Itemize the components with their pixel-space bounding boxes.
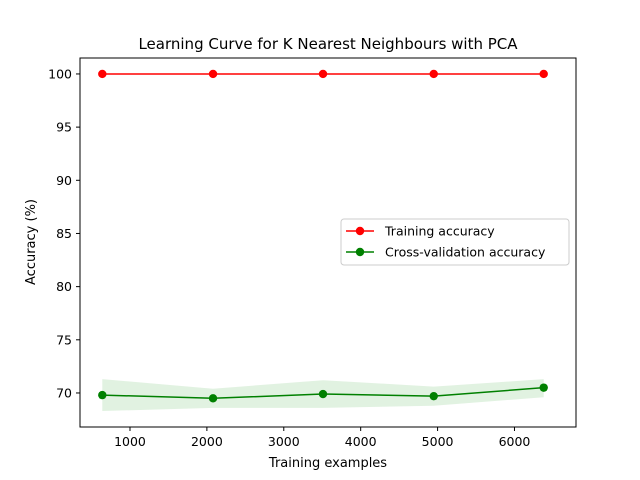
x-tick-label: 2000 bbox=[191, 434, 223, 449]
cross-validation-accuracy-point bbox=[318, 389, 328, 399]
cross-validation-accuracy-point bbox=[98, 390, 107, 400]
y-tick-label: 90 bbox=[56, 173, 72, 188]
legend-cross-validation-accuracy-label: Cross-validation accuracy bbox=[385, 245, 546, 260]
y-axis-label: Accuracy (%) bbox=[24, 199, 39, 285]
legend-training-accuracy-marker bbox=[355, 226, 365, 236]
x-tick-label: 5000 bbox=[422, 434, 454, 449]
cross-validation-accuracy-point bbox=[539, 383, 548, 392]
x-tick-label: 3000 bbox=[268, 434, 300, 449]
training-accuracy-point bbox=[429, 69, 438, 79]
training-accuracy-point bbox=[208, 69, 218, 79]
y-tick-label: 75 bbox=[56, 332, 72, 347]
legend-training-accuracy-label: Training accuracy bbox=[384, 224, 495, 239]
chart-title: Learning Curve for K Nearest Neighbours … bbox=[138, 35, 518, 53]
x-tick-label: 6000 bbox=[499, 434, 531, 449]
y-tick-label: 85 bbox=[56, 226, 72, 241]
x-axis-ticks: 1000 2000 3000 4000 5000 6000 bbox=[114, 427, 530, 449]
y-tick-label: 100 bbox=[48, 66, 72, 81]
training-accuracy-point bbox=[98, 69, 107, 79]
plot-frame bbox=[79, 57, 577, 428]
legend-box bbox=[340, 218, 570, 266]
y-axis-ticks: 70 75 80 85 90 95 100 bbox=[48, 66, 80, 400]
legend: Training accuracy Cross-validation accura… bbox=[340, 218, 570, 266]
training-accuracy-point bbox=[318, 69, 328, 79]
x-tick-label: 4000 bbox=[345, 434, 377, 449]
x-tick-label: 1000 bbox=[114, 434, 146, 449]
y-tick-label: 80 bbox=[56, 279, 72, 294]
series-points bbox=[98, 69, 548, 403]
legend-cross-validation-accuracy-marker bbox=[355, 247, 365, 257]
training-accuracy-point bbox=[539, 69, 548, 79]
y-tick-label: 95 bbox=[56, 120, 72, 135]
x-axis-label: Training examples bbox=[268, 456, 387, 471]
y-tick-label: 70 bbox=[56, 385, 72, 400]
cross-validation-accuracy-point bbox=[208, 394, 218, 403]
cross-validation-accuracy-point bbox=[429, 391, 438, 401]
